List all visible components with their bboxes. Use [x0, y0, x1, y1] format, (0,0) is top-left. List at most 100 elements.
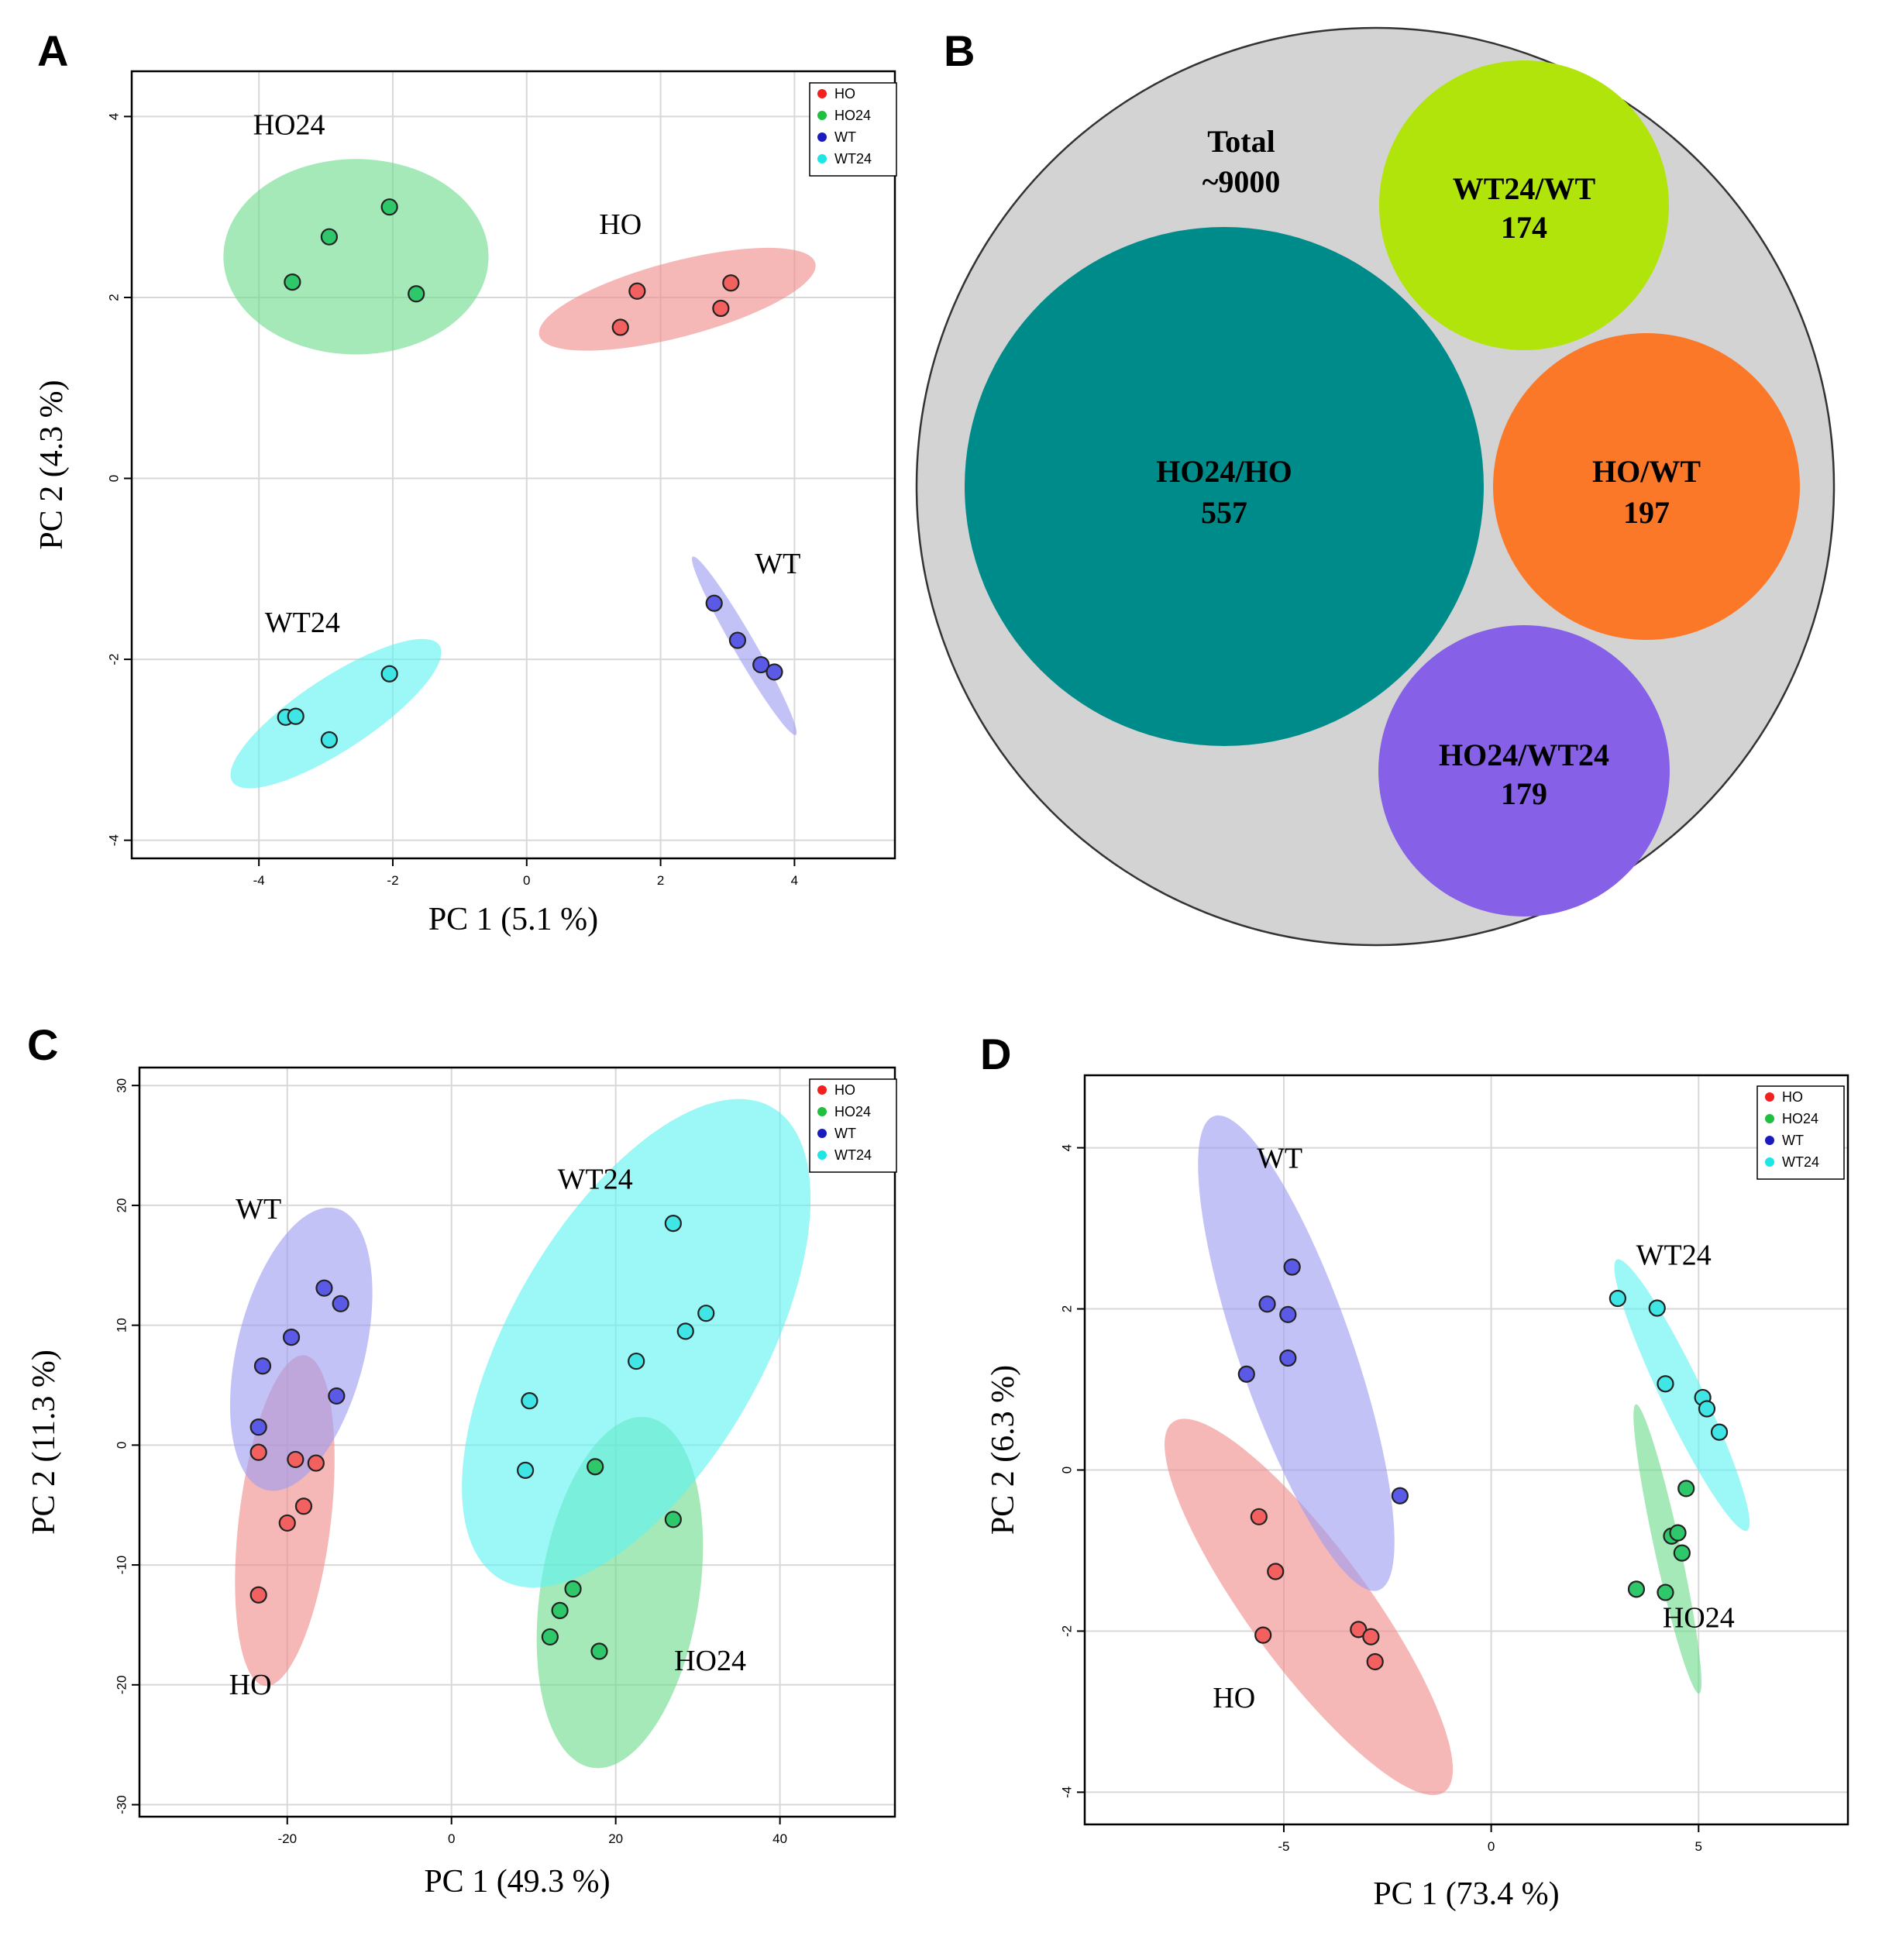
panel-a-legend-marker-ho24	[817, 111, 827, 120]
panel-d-point-wt24	[1648, 1299, 1666, 1317]
panel-d-legend-marker-ho24	[1765, 1114, 1774, 1123]
panel-d-group-label-wt: WT	[1257, 1143, 1302, 1175]
panel-c-point-wt	[253, 1357, 272, 1375]
panel-c-point-ho24	[541, 1628, 559, 1646]
panel-d-point-ho24	[1677, 1480, 1695, 1498]
panel-d-legend: HO HO24 WT WT24	[1756, 1085, 1845, 1180]
panel-d-point-wt	[1279, 1305, 1297, 1323]
panel-a-x-axis-title: PC 1 (5.1 %)	[428, 902, 598, 937]
panel-d-y-tick-label: 4	[1059, 1144, 1074, 1151]
panel-a-y-tick-label: -2	[106, 654, 121, 665]
panel-a-legend-label-wt: WT	[834, 129, 856, 145]
panel-a-x-tick-label: 4	[791, 873, 798, 888]
panel-c-x-tick-label: 20	[608, 1831, 623, 1846]
panel-d-legend-marker-wt24	[1765, 1157, 1774, 1167]
panel-a-y-tick-label: -4	[106, 834, 121, 846]
panel-c-y-tick-label: 10	[114, 1318, 129, 1332]
panel-d-legend-label-ho24: HO24	[1782, 1111, 1818, 1126]
panel-a-point-ho24	[284, 273, 301, 291]
panel-c-x-tick-label: 40	[772, 1831, 787, 1846]
panel-d-point-ho	[1350, 1621, 1368, 1638]
panel-c-point-ho	[249, 1443, 267, 1461]
panel-c-y-tick-label: -10	[114, 1556, 129, 1575]
panel-b-bubble-value-ho24-wt24: 179	[1501, 776, 1547, 811]
panel-d-point-wt24	[1698, 1400, 1716, 1418]
panel-c-legend-label-wt: WT	[834, 1126, 856, 1141]
panel-b-bubble-chart: Total ~9000 HO24/HO 557 WT24/WT 174 HO/WT 197 HO…	[915, 26, 1836, 947]
panel-b-bubble-ho24-ho	[965, 227, 1484, 746]
panel-c-x-axis-title: PC 1 (49.3 %)	[424, 1864, 610, 1900]
panel-a-x-tick-label: 2	[657, 873, 664, 888]
panel-c-y-tick-label: -30	[114, 1795, 129, 1814]
panel-a-point-wt24	[287, 707, 304, 725]
panel-d-point-wt	[1391, 1487, 1409, 1504]
panel-d-y-tick-label: 0	[1059, 1467, 1074, 1473]
panel-c-legend-label-wt24: WT24	[834, 1147, 872, 1163]
panel-letter-a: A	[37, 26, 68, 75]
panel-d-point-ho	[1366, 1652, 1384, 1671]
panel-c-y-tick-label: 20	[114, 1198, 129, 1212]
panel-a-legend-marker-ho	[817, 89, 827, 98]
panel-a-ellipse-ho24	[223, 159, 489, 355]
panel-c-point-ho24	[551, 1601, 569, 1619]
panel-b-bubble-label-ho24-wt24: HO24/WT24	[1439, 738, 1609, 772]
panel-d-x-tick-label: 0	[1488, 1839, 1495, 1854]
panel-a-point-wt	[752, 655, 770, 674]
panel-a-point-wt	[766, 663, 783, 681]
panel-a-group-label-wt: WT	[755, 548, 800, 580]
panel-c-x-tick-label: -20	[277, 1831, 297, 1846]
panel-a-y-tick-label: 2	[106, 294, 121, 301]
panel-a-group-label-ho: HO	[599, 208, 642, 241]
panel-c-y-tick-label: -20	[114, 1676, 129, 1695]
panel-d-point-ho24	[1673, 1544, 1691, 1562]
panel-c-y-axis-title: PC 2 (11.3 %)	[26, 1350, 62, 1535]
panel-d-point-ho	[1362, 1628, 1380, 1645]
panel-c-legend-label-ho24: HO24	[834, 1104, 871, 1119]
panel-d-x-axis-title: PC 1 (73.4 %)	[1373, 1876, 1559, 1912]
panel-b-total-label: Total	[1207, 124, 1275, 159]
panel-a-y-tick-label: 0	[106, 475, 121, 482]
panel-d-x-tick-label: -5	[1278, 1839, 1289, 1854]
panel-c-point-wt	[282, 1329, 301, 1346]
panel-d-y-tick-label: -4	[1059, 1786, 1074, 1798]
panel-a-legend-label-ho: HO	[834, 86, 855, 101]
panel-c-point-wt	[249, 1418, 267, 1436]
panel-letter-b: B	[944, 26, 975, 75]
panel-c-point-ho	[294, 1498, 313, 1515]
panel-a-legend-marker-wt24	[817, 154, 827, 163]
panel-b-bubble-label-ho-wt: HO/WT	[1592, 454, 1701, 489]
panel-b-bubble-value-ho24-ho: 557	[1201, 495, 1247, 530]
panel-b-bubble-wt24-wt	[1379, 60, 1669, 350]
panel-a-group-label-ho24: HO24	[253, 109, 325, 142]
panel-a-plot-frame	[130, 70, 896, 860]
panel-d-point-ho	[1254, 1626, 1272, 1644]
panel-a-ellipse-ho	[538, 247, 816, 351]
panel-c-y-tick-label: 30	[114, 1078, 129, 1093]
panel-d-y-tick-label: -2	[1059, 1625, 1074, 1637]
panel-c-point-wt24	[697, 1305, 715, 1322]
panel-c-legend-marker-wt	[817, 1129, 827, 1138]
panel-d-point-ho24	[1669, 1524, 1687, 1542]
panel-c-point-wt	[315, 1279, 333, 1297]
panel-b-bubble-ho24-wt24	[1378, 625, 1670, 916]
panel-c-point-wt24	[628, 1352, 645, 1370]
panel-a-y-tick-label: 4	[106, 113, 121, 120]
panel-a-point-ho24	[408, 285, 425, 303]
panel-a-legend-label-ho24: HO24	[834, 108, 871, 123]
panel-c-point-wt24	[664, 1215, 682, 1233]
panel-d-group-label-ho: HO	[1213, 1682, 1255, 1714]
panel-c-y-tick-label: 0	[114, 1442, 129, 1449]
panel-d-group-label-wt24: WT24	[1636, 1239, 1712, 1271]
panel-a-point-wt	[728, 631, 747, 649]
panel-c-legend-marker-wt24	[817, 1150, 827, 1160]
panel-a-legend-label-wt24: WT24	[834, 151, 872, 167]
panel-b-bubble-value-ho-wt: 197	[1623, 495, 1670, 530]
panel-d-point-wt24	[1657, 1375, 1674, 1393]
panel-c-point-ho24	[664, 1511, 682, 1528]
panel-d-legend-label-wt: WT	[1782, 1133, 1804, 1148]
panel-c-point-wt	[332, 1295, 349, 1312]
panel-letter-c: C	[27, 1020, 58, 1069]
panel-a-point-ho	[712, 299, 730, 318]
panel-d-legend-label-wt24: WT24	[1782, 1154, 1819, 1170]
panel-a-point-wt24	[380, 665, 398, 683]
